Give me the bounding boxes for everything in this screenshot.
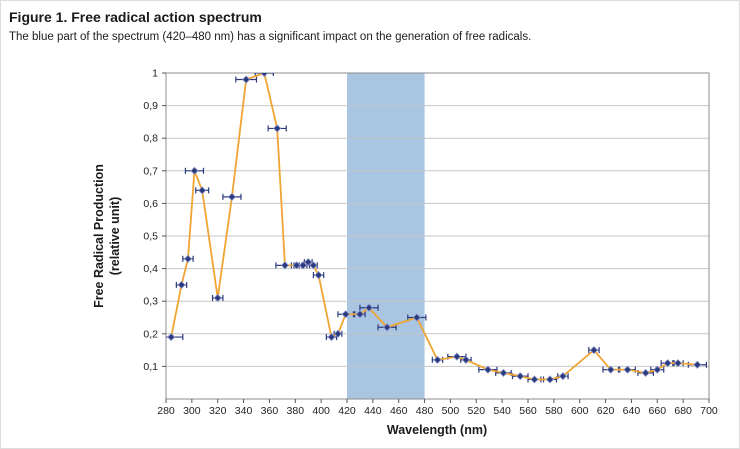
svg-text:360: 360 bbox=[261, 405, 279, 417]
chart-plot: 280 300 320 340 360 380 400 420 440 460 480 500 520 5… bbox=[143, 68, 718, 418]
y-tick-labels: 0,1 0,2 0,3 0,4 0,5 0,6 0,7 0,8 0,9 1 bbox=[143, 68, 166, 373]
svg-text:640: 640 bbox=[623, 405, 641, 417]
free-radical-chart: Free Radical Production (relative unit) … bbox=[1, 61, 739, 448]
svg-text:620: 620 bbox=[597, 405, 615, 417]
svg-text:340: 340 bbox=[235, 405, 253, 417]
x-tick-labels: 280 300 320 340 360 380 400 420 440 460 480 500 520 5… bbox=[157, 399, 718, 417]
svg-text:380: 380 bbox=[287, 405, 305, 417]
svg-text:1: 1 bbox=[152, 68, 158, 80]
data-series bbox=[166, 73, 708, 384]
svg-text:400: 400 bbox=[312, 405, 330, 417]
svg-text:660: 660 bbox=[649, 405, 667, 417]
svg-text:520: 520 bbox=[468, 405, 486, 417]
svg-text:680: 680 bbox=[674, 405, 692, 417]
svg-text:460: 460 bbox=[390, 405, 408, 417]
svg-text:540: 540 bbox=[493, 405, 511, 417]
svg-text:420: 420 bbox=[338, 405, 356, 417]
svg-text:0,1: 0,1 bbox=[143, 361, 158, 373]
figure-subtitle: The blue part of the spectrum (420–480 n… bbox=[9, 31, 532, 43]
series-line bbox=[170, 73, 698, 381]
svg-text:500: 500 bbox=[442, 405, 460, 417]
svg-text:0,3: 0,3 bbox=[143, 296, 158, 308]
svg-text:0,5: 0,5 bbox=[143, 231, 158, 243]
svg-text:0,2: 0,2 bbox=[143, 328, 158, 340]
figure-title: Figure 1. Free radical action spectrum bbox=[9, 9, 262, 25]
y-axis-label-line2: (relative unit) bbox=[107, 196, 122, 276]
svg-text:280: 280 bbox=[157, 405, 175, 417]
svg-text:480: 480 bbox=[416, 405, 434, 417]
svg-text:320: 320 bbox=[209, 405, 227, 417]
gridlines bbox=[166, 72, 709, 367]
svg-text:0,6: 0,6 bbox=[143, 198, 158, 210]
svg-text:0,7: 0,7 bbox=[143, 165, 158, 177]
series-markers bbox=[167, 73, 702, 384]
y-axis-label: Free Radical Production (relative unit) bbox=[92, 66, 124, 406]
x-axis-label: Wavelength (nm) bbox=[386, 423, 488, 437]
svg-text:700: 700 bbox=[700, 405, 718, 417]
svg-text:0,9: 0,9 bbox=[143, 100, 158, 112]
svg-text:0,8: 0,8 bbox=[143, 133, 158, 145]
y-axis-label-line1: Free Radical Production bbox=[92, 164, 106, 308]
svg-text:560: 560 bbox=[519, 405, 537, 417]
svg-text:440: 440 bbox=[364, 405, 382, 417]
svg-text:600: 600 bbox=[571, 405, 589, 417]
svg-text:580: 580 bbox=[545, 405, 563, 417]
svg-text:0,4: 0,4 bbox=[143, 263, 158, 275]
svg-text:300: 300 bbox=[183, 405, 201, 417]
